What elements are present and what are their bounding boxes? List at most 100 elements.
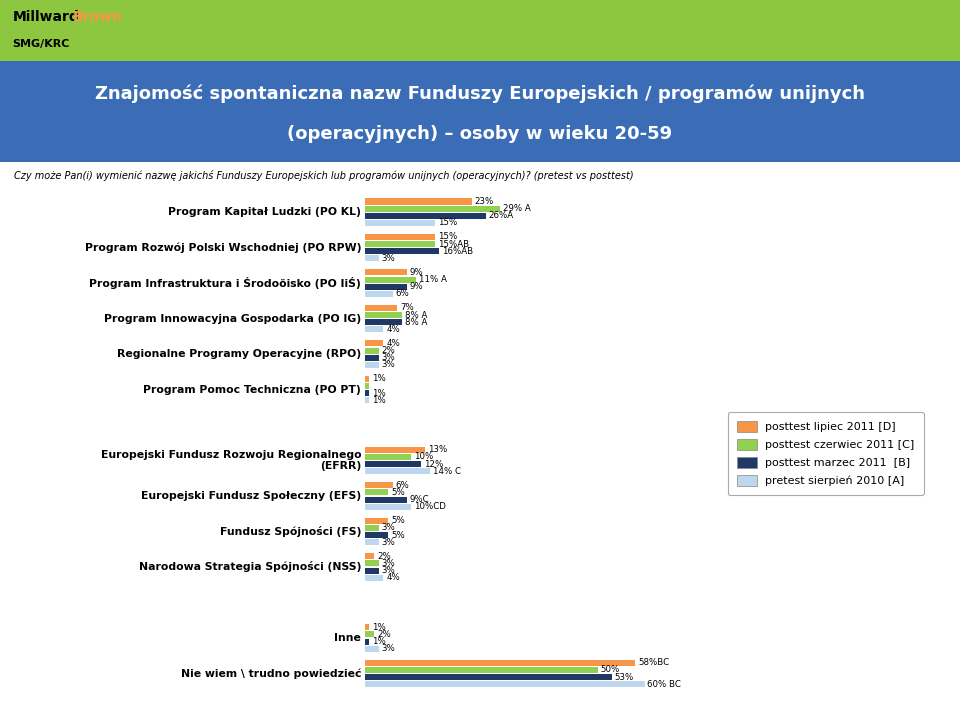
Text: 53%: 53% <box>614 672 634 682</box>
Text: 60% BC: 60% BC <box>647 680 682 688</box>
Text: 9%: 9% <box>410 268 423 277</box>
Text: 50%: 50% <box>601 665 620 675</box>
Text: 12%: 12% <box>423 459 443 469</box>
Text: 15%AB: 15%AB <box>438 240 468 248</box>
Bar <box>365 348 379 354</box>
Text: 3%: 3% <box>381 644 396 653</box>
Legend: posttest lipiec 2011 [D], posttest czerwiec 2011 [C], posttest marzec 2011  [B],: posttest lipiec 2011 [D], posttest czerw… <box>728 412 924 495</box>
Bar <box>365 220 435 226</box>
Bar <box>365 319 402 325</box>
Bar <box>365 355 379 361</box>
Text: 9%: 9% <box>410 282 423 291</box>
Text: 15%: 15% <box>438 233 457 241</box>
Text: 26%A: 26%A <box>489 211 514 220</box>
Bar <box>365 660 636 666</box>
Bar <box>365 667 598 673</box>
Bar <box>365 532 388 538</box>
Text: 9%C: 9%C <box>410 495 429 504</box>
Text: 11% A: 11% A <box>419 275 446 284</box>
Text: 58%BC: 58%BC <box>638 658 669 667</box>
Bar <box>365 490 388 495</box>
Bar <box>365 631 374 637</box>
Text: 4%: 4% <box>386 573 400 582</box>
Text: Program Rozwój Polski Wschodniej (PO RPW): Program Rozwój Polski Wschodniej (PO RPW… <box>84 243 361 253</box>
Text: (operacyjnych) – osoby w wieku 20-59: (operacyjnych) – osoby w wieku 20-59 <box>287 125 673 143</box>
Text: 1%: 1% <box>372 374 386 384</box>
Bar <box>365 674 612 680</box>
Text: 3%: 3% <box>381 360 396 369</box>
Bar <box>365 447 425 453</box>
Bar <box>365 525 379 531</box>
Bar <box>365 560 379 567</box>
Text: 8% A: 8% A <box>405 318 427 327</box>
Text: Regionalne Programy Operacyjne (RPO): Regionalne Programy Operacyjne (RPO) <box>117 349 361 359</box>
Text: 3%: 3% <box>381 566 396 575</box>
Bar <box>365 518 388 524</box>
Text: 4%: 4% <box>386 339 400 348</box>
Text: 4%: 4% <box>386 325 400 334</box>
Text: 5%: 5% <box>391 516 405 526</box>
Text: 16%AB: 16%AB <box>443 247 473 256</box>
Text: 3%: 3% <box>381 353 396 362</box>
Bar <box>365 482 393 488</box>
Text: 1%: 1% <box>372 623 386 632</box>
Text: Program Innowacyjna Gospodarka (PO IG): Program Innowacyjna Gospodarka (PO IG) <box>104 314 361 323</box>
Bar <box>365 291 393 297</box>
Text: Czy może Pan(i) wymienić nazwę jakichś Funduszy Europejskich lub programów unijn: Czy może Pan(i) wymienić nazwę jakichś F… <box>14 170 634 181</box>
Text: 1%: 1% <box>372 637 386 646</box>
Text: Narodowa Strategia Spójności (NSS): Narodowa Strategia Spójności (NSS) <box>139 562 361 572</box>
Bar <box>365 199 472 204</box>
Text: Program Kapitał Ludzki (PO KL): Program Kapitał Ludzki (PO KL) <box>168 207 361 217</box>
Bar <box>365 361 379 368</box>
Bar <box>365 341 383 346</box>
Bar <box>365 454 412 460</box>
Bar <box>365 212 486 219</box>
Text: 6%: 6% <box>396 481 409 490</box>
Text: 2%: 2% <box>377 552 391 561</box>
Text: 10%: 10% <box>414 452 434 462</box>
Bar <box>365 376 370 382</box>
Bar <box>365 305 397 311</box>
Text: Program Infrastruktura i Środoöisko (PO IiŚ): Program Infrastruktura i Środoöisko (PO … <box>89 277 361 289</box>
Text: 5%: 5% <box>391 488 405 497</box>
Text: Europejski Fundusz Społeczny (EFS): Europejski Fundusz Społeczny (EFS) <box>141 491 361 501</box>
Bar <box>365 256 379 261</box>
Text: 14% C: 14% C <box>433 467 461 476</box>
Bar <box>365 468 430 474</box>
Bar <box>365 567 379 574</box>
Text: 3%: 3% <box>381 253 396 263</box>
Bar <box>365 397 370 403</box>
Bar <box>365 383 370 389</box>
Bar <box>365 554 374 559</box>
Bar <box>365 248 440 254</box>
Bar <box>365 575 383 580</box>
Bar <box>365 206 500 212</box>
Bar <box>365 504 412 510</box>
Text: 2%: 2% <box>381 346 396 355</box>
Bar <box>365 539 379 545</box>
Text: 5%: 5% <box>391 531 405 539</box>
Text: 3%: 3% <box>381 523 396 533</box>
Bar <box>365 241 435 247</box>
Text: 29% A: 29% A <box>503 204 531 213</box>
Bar <box>365 284 407 289</box>
Text: Program Pomoc Techniczna (PO PT): Program Pomoc Techniczna (PO PT) <box>143 384 361 395</box>
Bar <box>365 646 379 652</box>
Bar <box>365 624 370 630</box>
Text: 8% A: 8% A <box>405 310 427 320</box>
Text: 13%: 13% <box>428 446 447 454</box>
Text: 23%: 23% <box>475 197 494 206</box>
Bar <box>365 312 402 318</box>
Text: 2%: 2% <box>377 630 391 639</box>
Bar <box>365 326 383 332</box>
Text: 3%: 3% <box>381 559 396 568</box>
Text: 6%: 6% <box>396 289 409 298</box>
Text: Nie wiem \ trudno powiedzieć: Nie wiem \ trudno powiedzieć <box>180 668 361 679</box>
Bar <box>365 497 407 503</box>
Text: 15%: 15% <box>438 218 457 228</box>
Bar <box>365 461 420 467</box>
Text: 10%CD: 10%CD <box>414 502 446 511</box>
Text: 1%: 1% <box>372 396 386 405</box>
Text: 1%: 1% <box>372 389 386 397</box>
Text: Znajomość spontaniczna nazw Funduszy Europejskich / programów unijnych: Znajomość spontaniczna nazw Funduszy Eur… <box>95 84 865 103</box>
